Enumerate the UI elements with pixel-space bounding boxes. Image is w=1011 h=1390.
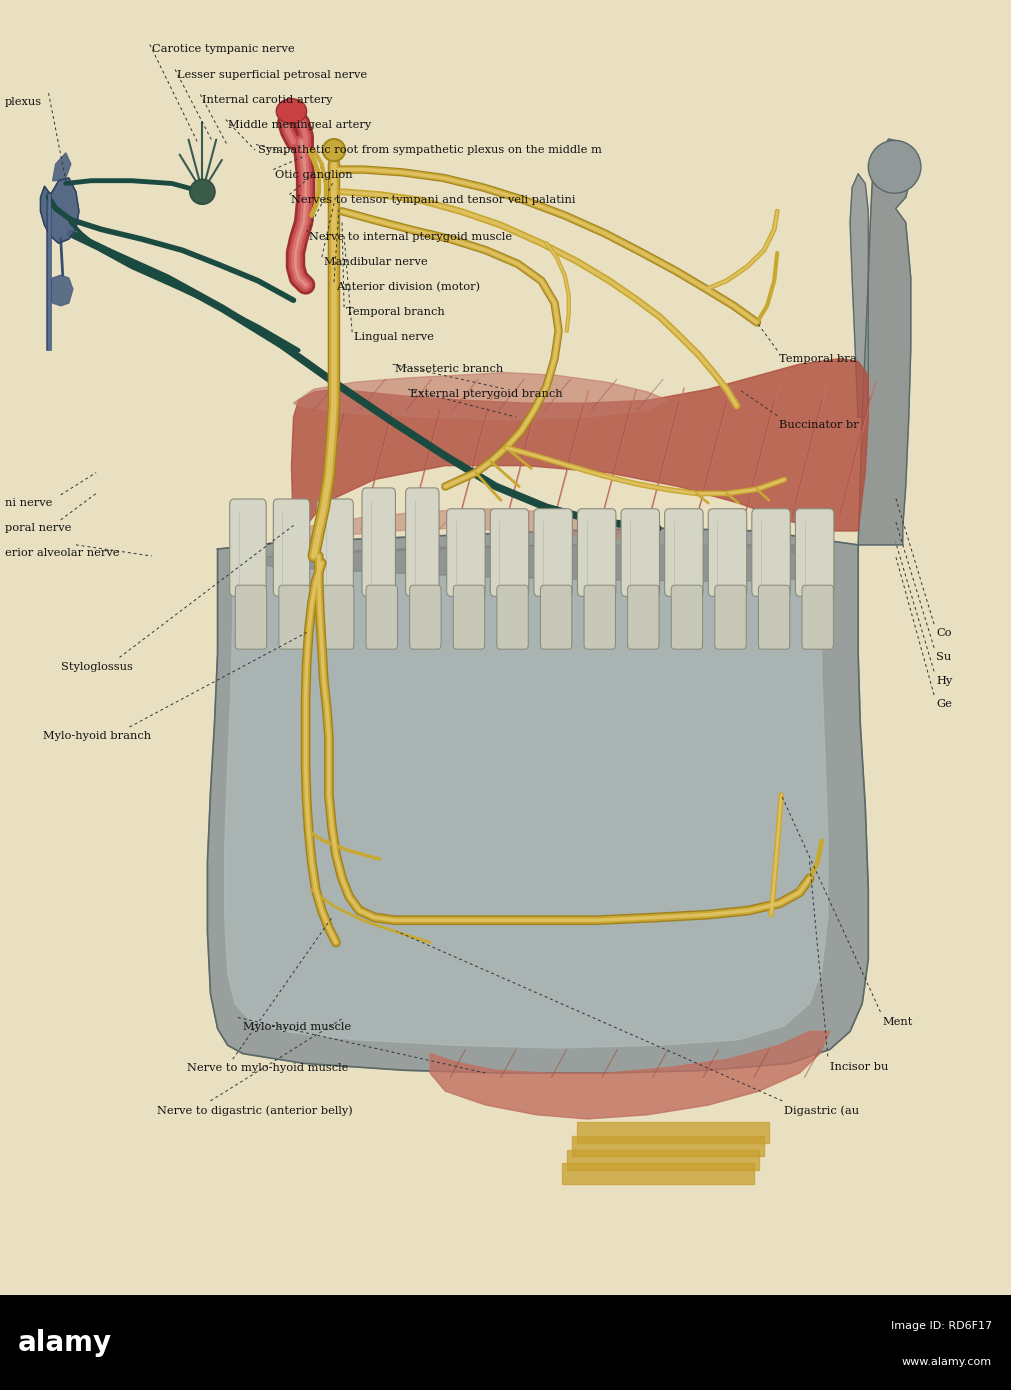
Ellipse shape	[867, 140, 920, 193]
Text: Lesser superficial petrosal nerve: Lesser superficial petrosal nerve	[177, 70, 367, 79]
FancyBboxPatch shape	[405, 488, 439, 596]
Text: alamy: alamy	[18, 1329, 112, 1357]
Polygon shape	[857, 139, 910, 545]
Text: plexus: plexus	[5, 97, 42, 107]
Text: Temporal bra: Temporal bra	[778, 354, 856, 364]
Text: Digastric (au: Digastric (au	[784, 1105, 858, 1116]
FancyBboxPatch shape	[714, 585, 745, 649]
Text: Otic ganglion: Otic ganglion	[275, 170, 353, 179]
Text: Ge: Ge	[935, 699, 951, 709]
FancyBboxPatch shape	[496, 585, 528, 649]
FancyBboxPatch shape	[757, 585, 789, 649]
Text: Mandibular nerve: Mandibular nerve	[324, 257, 427, 267]
FancyBboxPatch shape	[534, 509, 572, 596]
Text: Masseteric branch: Masseteric branch	[394, 364, 502, 374]
FancyBboxPatch shape	[627, 585, 658, 649]
Text: www.alamy.com: www.alamy.com	[901, 1357, 991, 1366]
FancyBboxPatch shape	[540, 585, 571, 649]
Text: Ment: Ment	[882, 1017, 912, 1027]
Polygon shape	[53, 153, 71, 181]
Polygon shape	[561, 1163, 753, 1184]
Text: Styloglossus: Styloglossus	[61, 662, 132, 671]
FancyBboxPatch shape	[583, 585, 615, 649]
FancyBboxPatch shape	[235, 585, 266, 649]
FancyBboxPatch shape	[670, 585, 702, 649]
FancyBboxPatch shape	[362, 488, 395, 596]
FancyBboxPatch shape	[489, 509, 528, 596]
Text: Buccinator br: Buccinator br	[778, 420, 858, 430]
Text: Incisor bu: Incisor bu	[829, 1062, 888, 1072]
FancyBboxPatch shape	[708, 509, 746, 596]
FancyBboxPatch shape	[801, 585, 833, 649]
Polygon shape	[293, 509, 627, 542]
Polygon shape	[571, 1136, 763, 1156]
FancyBboxPatch shape	[795, 509, 833, 596]
Text: Su: Su	[935, 652, 950, 662]
FancyBboxPatch shape	[273, 499, 309, 596]
Polygon shape	[849, 174, 867, 417]
Ellipse shape	[323, 139, 345, 161]
FancyBboxPatch shape	[229, 499, 266, 596]
Polygon shape	[576, 1122, 768, 1143]
FancyBboxPatch shape	[323, 585, 354, 649]
Text: Co: Co	[935, 628, 950, 638]
FancyBboxPatch shape	[577, 509, 616, 596]
Text: Lingual nerve: Lingual nerve	[354, 332, 434, 342]
FancyBboxPatch shape	[316, 499, 353, 596]
FancyBboxPatch shape	[409, 585, 441, 649]
Text: Sympathetic root from sympathetic plexus on the middle m: Sympathetic root from sympathetic plexus…	[258, 145, 602, 154]
Polygon shape	[40, 178, 79, 243]
Text: Carotice tympanic nerve: Carotice tympanic nerve	[152, 44, 294, 54]
FancyBboxPatch shape	[751, 509, 790, 596]
Text: ni nerve: ni nerve	[5, 498, 53, 507]
Text: Nerves to tensor tympani and tensor veli palatini: Nerves to tensor tympani and tensor veli…	[291, 195, 575, 204]
Text: poral nerve: poral nerve	[5, 523, 72, 532]
Text: Image ID: RD6F17: Image ID: RD6F17	[890, 1320, 991, 1330]
Ellipse shape	[190, 179, 215, 204]
FancyBboxPatch shape	[664, 509, 703, 596]
FancyBboxPatch shape	[621, 509, 659, 596]
FancyBboxPatch shape	[366, 585, 397, 649]
Polygon shape	[430, 1031, 829, 1119]
Bar	[0, 1295, 1011, 1390]
Polygon shape	[207, 528, 867, 1073]
Polygon shape	[49, 275, 73, 306]
Text: erior alveolar nerve: erior alveolar nerve	[5, 548, 119, 557]
Text: Nerve to internal pterygoid muscle: Nerve to internal pterygoid muscle	[308, 232, 512, 242]
Polygon shape	[293, 373, 667, 420]
Text: Nerve to mylo-hyoid muscle: Nerve to mylo-hyoid muscle	[187, 1063, 348, 1073]
Text: Mylo-hyoid muscle: Mylo-hyoid muscle	[243, 1022, 351, 1031]
FancyBboxPatch shape	[453, 585, 484, 649]
Text: Middle meningeal artery: Middle meningeal artery	[227, 120, 371, 129]
Text: Anterior division (motor): Anterior division (motor)	[336, 282, 479, 292]
FancyBboxPatch shape	[279, 585, 310, 649]
Text: External pterygoid branch: External pterygoid branch	[409, 389, 562, 399]
Ellipse shape	[276, 99, 306, 124]
Polygon shape	[566, 1150, 758, 1170]
Polygon shape	[224, 545, 827, 1048]
Text: Mylo-hyoid branch: Mylo-hyoid branch	[42, 731, 151, 741]
Text: Temporal branch: Temporal branch	[346, 307, 445, 317]
Text: Nerve to digastric (anterior belly): Nerve to digastric (anterior belly)	[157, 1105, 352, 1116]
Polygon shape	[233, 545, 821, 581]
Polygon shape	[291, 359, 867, 542]
FancyBboxPatch shape	[446, 509, 484, 596]
Text: Internal carotid artery: Internal carotid artery	[202, 95, 333, 104]
Text: Hy: Hy	[935, 676, 951, 685]
